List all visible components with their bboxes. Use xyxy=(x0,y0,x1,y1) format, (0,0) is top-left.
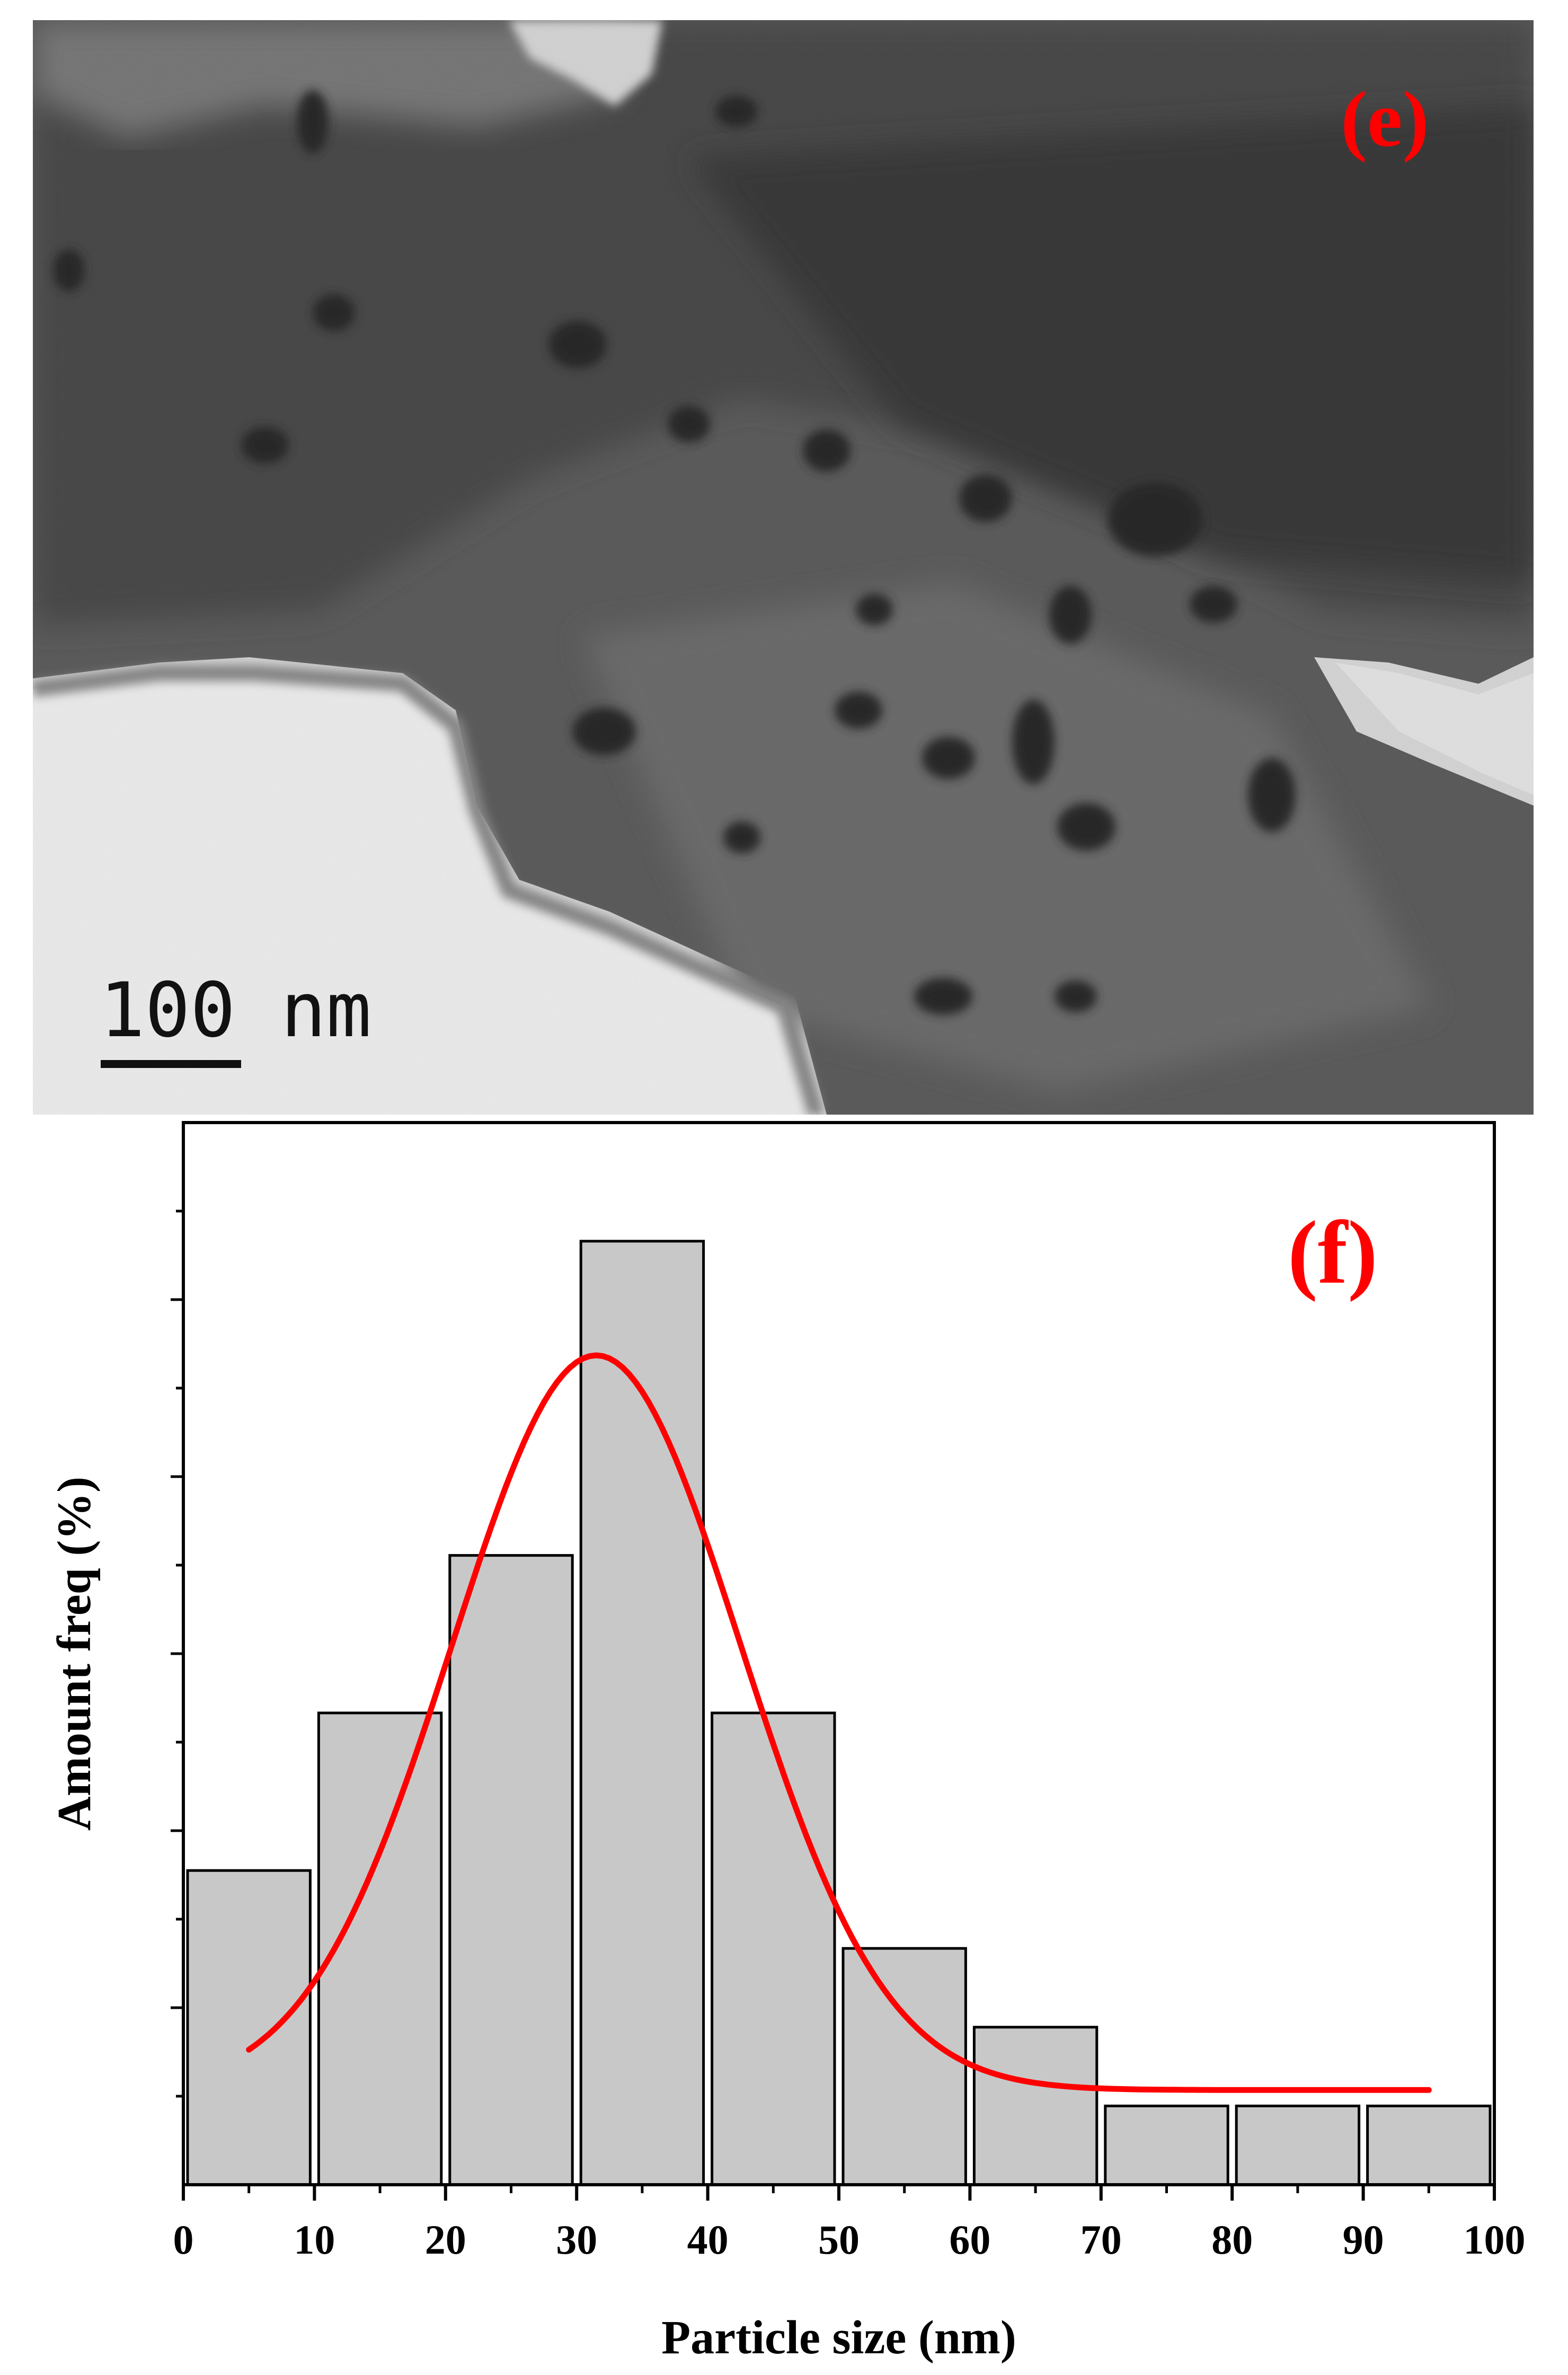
histogram-bar xyxy=(711,1711,836,2186)
y-axis-ticks xyxy=(171,1209,183,2098)
x-tick-label: 0 xyxy=(173,2217,194,2263)
x-axis-ticks: 0 10 20 30 40 50 60 70 80 90 100 xyxy=(173,2185,1526,2263)
y-axis-title: Amount freq (%) xyxy=(48,1477,101,1831)
histogram-bar xyxy=(1235,2104,1361,2186)
scale-bar-label: 100 nm xyxy=(100,967,371,1054)
histogram-bar xyxy=(972,2026,1099,2186)
particle-size-histogram: 0 10 20 30 40 50 60 70 80 90 100 Particle size (nm… xyxy=(48,1121,1526,2364)
scale-bar xyxy=(101,1060,241,1068)
x-tick-label: 60 xyxy=(949,2217,990,2263)
histogram-bar xyxy=(1104,2104,1229,2186)
x-tick-label: 50 xyxy=(818,2217,860,2263)
histogram-bar xyxy=(579,1240,705,2186)
histogram-bars xyxy=(186,1240,1492,2186)
panel-e-label: (e) xyxy=(1341,75,1429,163)
x-tick-label: 70 xyxy=(1080,2217,1122,2263)
x-tick-label: 20 xyxy=(425,2217,466,2263)
x-tick-label: 90 xyxy=(1343,2217,1384,2263)
x-tick-label: 100 xyxy=(1464,2217,1526,2263)
gaussian-fit-curve xyxy=(246,1352,1432,2093)
x-axis-title: Particle size (nm) xyxy=(661,2311,1016,2364)
histogram-bar xyxy=(448,1554,574,2186)
tem-micrograph-panel: 100 nm (e) xyxy=(32,20,1534,1117)
x-tick-label: 40 xyxy=(687,2217,729,2263)
histogram-bar xyxy=(1366,2104,1492,2186)
x-tick-label: 80 xyxy=(1211,2217,1253,2263)
x-tick-label: 30 xyxy=(556,2217,597,2263)
x-tick-label: 10 xyxy=(294,2217,335,2263)
panel-f-label: (f) xyxy=(1288,1203,1378,1302)
histogram-bar xyxy=(841,1947,967,2186)
histogram-bar xyxy=(186,1869,312,2186)
